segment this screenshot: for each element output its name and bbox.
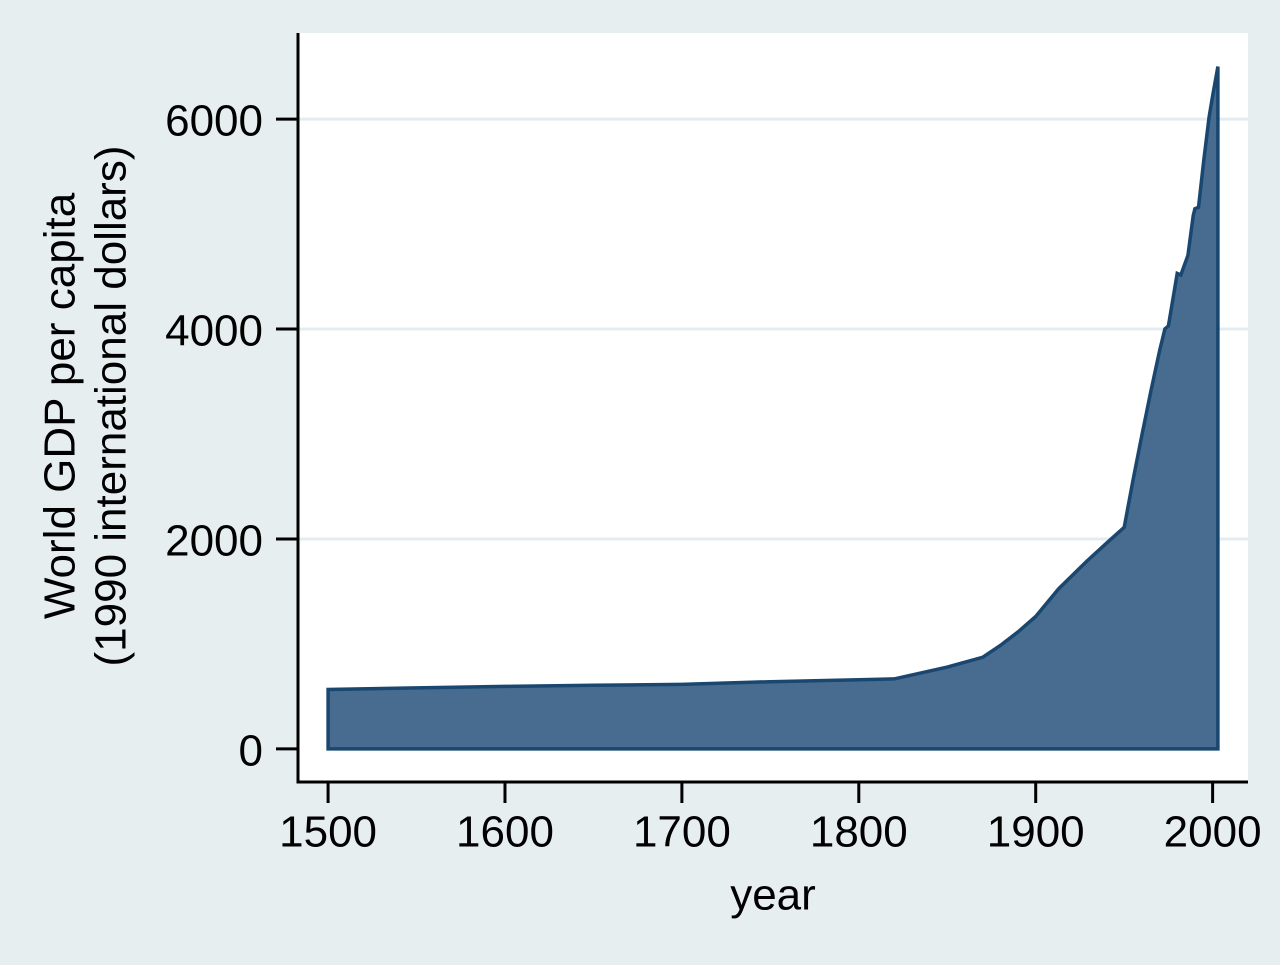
y-tick-label-2000: 2000 bbox=[165, 516, 263, 565]
y-axis-title-line1: World GDP per capita bbox=[36, 192, 85, 619]
gdp-per-capita-area bbox=[326, 66, 1220, 751]
x-axis-ticks bbox=[326, 782, 1215, 803]
x-axis-tick-labels: 1500 1600 1700 1800 1900 2000 bbox=[279, 808, 1261, 857]
y-tick-label-0: 0 bbox=[239, 726, 263, 775]
y-axis-title-line2: (1990 international dollars) bbox=[87, 146, 136, 667]
x-tick-label-1900: 1900 bbox=[987, 808, 1085, 857]
y-gridlines bbox=[298, 117, 1248, 541]
area-series-group bbox=[326, 66, 1220, 751]
x-axis-title: year bbox=[730, 871, 816, 920]
x-tick-label-1500: 1500 bbox=[279, 808, 377, 857]
y-tick-label-6000: 6000 bbox=[165, 97, 263, 146]
x-tick-label-1700: 1700 bbox=[633, 808, 731, 857]
y-axis-title: World GDP per capita (1990 international… bbox=[36, 146, 136, 667]
x-tick-label-1800: 1800 bbox=[810, 808, 908, 857]
x-tick-label-1600: 1600 bbox=[456, 808, 554, 857]
y-axis-tick-labels: 0 2000 4000 6000 bbox=[165, 97, 263, 776]
y-axis-ticks bbox=[276, 117, 298, 751]
x-tick-label-2000: 2000 bbox=[1164, 808, 1262, 857]
y-tick-label-4000: 4000 bbox=[165, 307, 263, 356]
